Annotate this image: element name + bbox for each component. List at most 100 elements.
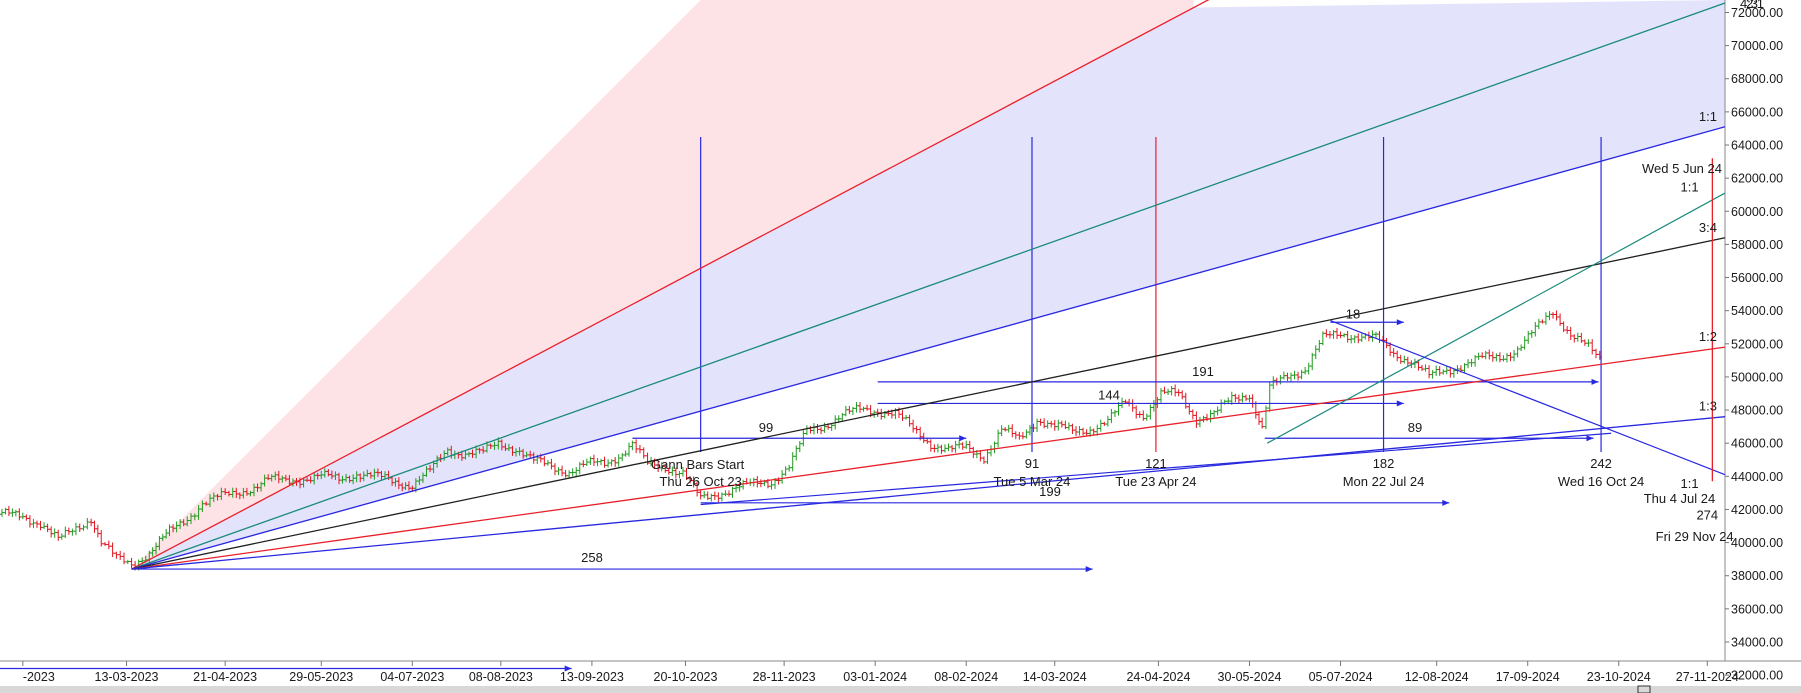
price-bar [481,446,486,454]
price-bar [719,492,724,502]
price-bar [1112,409,1117,418]
price-bar [964,440,969,449]
price-bar [1586,339,1591,347]
y-tick-label: 42000.00 [1731,503,1783,517]
y-tick-label: 70000.00 [1731,39,1783,53]
price-bar [620,453,625,462]
price-bar [56,529,61,541]
price-bar [92,520,97,533]
gann-lines [0,0,1726,672]
price-bar [1006,424,1011,433]
price-bar [1173,384,1178,397]
price-bar [595,457,600,467]
price-bar [1582,339,1587,346]
price-bar [1073,426,1078,437]
y-tick-label: 66000.00 [1731,105,1783,119]
price-bar [0,508,4,517]
price-bar [1056,419,1061,431]
y-tick-label: 38000.00 [1731,569,1783,583]
price-bar [1327,331,1332,339]
range-arrow-label: 18 [1346,306,1360,321]
x-tick-label: 13-09-2023 [560,670,624,684]
price-bar [1497,352,1502,363]
price-bar [574,467,579,477]
price-bar [914,425,919,434]
price-bar [1437,366,1442,376]
price-bar [723,490,728,497]
price-bar [1554,310,1559,321]
price-bar [709,493,714,502]
x-tick-label: 27-11-2024 [1676,670,1739,684]
price-bar [879,408,884,420]
price-bar [843,405,848,417]
price-bar [1444,366,1449,375]
x-tick-label: 30-05-2024 [1218,670,1282,684]
price-bar [942,444,947,453]
price-bar [1081,427,1086,436]
price-bar [1243,394,1248,401]
range-arrow-head [1396,400,1404,407]
range-arrow-head [1591,378,1599,385]
price-bar [185,516,190,527]
y-tick-label: 56000.00 [1731,271,1783,285]
price-bar [488,443,493,450]
price-bar [1215,406,1220,416]
price-bar [31,518,36,529]
range-arrow-label: 99 [759,420,773,435]
price-bar [1035,418,1040,433]
price-bar [946,443,951,451]
price-bar [588,456,593,465]
price-bar [992,441,997,454]
time-line-bars-label: 91 [1025,456,1039,471]
price-bar [1324,329,1329,338]
scroll-handle[interactable] [1637,685,1651,693]
price-bar [1130,399,1135,412]
price-bar [1263,405,1268,430]
price-bar [1271,376,1276,390]
price-bar [1288,372,1293,382]
price-bar [552,463,557,476]
price-bar [904,414,909,420]
price-bar [20,512,25,520]
price-bar [1515,346,1520,358]
time-line-bars-label: 242 [1590,456,1612,471]
price-bar [1299,369,1304,380]
price-bar [1292,370,1297,380]
price-bar [1543,312,1548,325]
price-bar [110,542,115,558]
bottom-scrollbar[interactable] [0,686,1801,693]
gann-ray-label: 1:1 [1699,109,1717,124]
time-line-bars-label: 182 [1373,456,1395,471]
price-bar [712,491,717,500]
price-bar [989,445,994,457]
price-bar [1451,368,1456,378]
price-bar [1359,333,1364,342]
price-bar [1338,331,1343,339]
price-bar [634,439,639,454]
right-annotation: 1:1 [1681,179,1699,194]
trend-line [1330,320,1726,476]
x-tick-label: 08-02-2024 [934,670,998,684]
price-bar [599,458,604,466]
price-bar [609,459,614,467]
price-bar [1558,313,1563,326]
price-bar [1317,339,1322,353]
price-bar [59,533,64,540]
price-bar [556,467,561,476]
price-bar [1519,344,1524,352]
price-bar [641,447,646,459]
price-bar [1529,329,1534,338]
right-annotation: Wed 5 Jun 24 [1642,161,1722,176]
price-bar [790,452,795,472]
right-annotation: Fri 29 Nov 24 [1656,529,1734,544]
time-line-date-label: Thu 26 Oct 23 [659,474,741,489]
price-bar [1127,398,1132,407]
gann-ray-label: 4:3 [1740,0,1758,11]
gann-ray-label: 1:3 [1699,399,1717,414]
price-bar [581,460,586,468]
price-bar [1320,331,1325,346]
price-bar [815,423,820,434]
time-line-bars-label: 121 [1145,456,1167,471]
price-bar [1020,431,1025,440]
price-bar [1233,393,1238,403]
